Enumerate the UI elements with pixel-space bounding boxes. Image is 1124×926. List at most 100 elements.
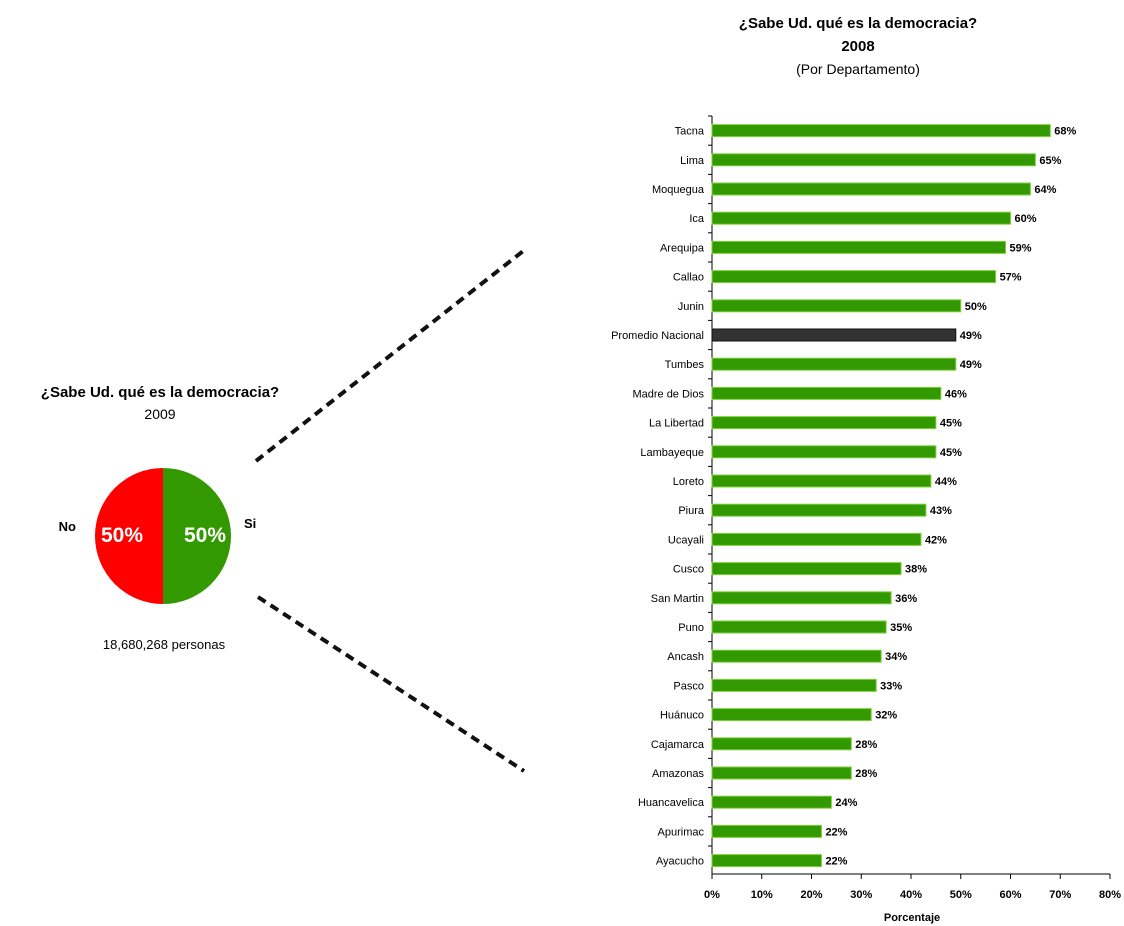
category-label: Huánuco <box>660 710 704 722</box>
category-label: Lambayeque <box>640 447 704 459</box>
bar-value-label: 65% <box>1039 155 1061 167</box>
bar-value-label: 57% <box>1000 272 1022 284</box>
pie-label-si: Si <box>244 516 256 531</box>
x-tick-label: 20% <box>800 889 822 901</box>
bar-value-label: 28% <box>855 768 877 780</box>
bar-value-label: 60% <box>1015 213 1037 225</box>
bar <box>711 620 887 634</box>
category-label: Ayacucho <box>656 856 704 868</box>
pie-footnote: 18,680,268 personas <box>103 637 226 652</box>
bar-value-label: 43% <box>930 505 952 517</box>
bar-subtitle-2: (Por Departamento) <box>796 61 920 77</box>
bar <box>711 240 1007 254</box>
bar-value-label: 33% <box>880 680 902 692</box>
pie-subtitle: 2009 <box>144 406 175 422</box>
bar-value-label: 45% <box>940 418 962 430</box>
bar-value-label: 22% <box>825 826 847 838</box>
bar-value-label: 50% <box>965 301 987 313</box>
connector-line-top <box>254 246 529 463</box>
x-tick-label: 10% <box>751 889 773 901</box>
bar <box>711 182 1031 196</box>
bar <box>711 503 927 517</box>
category-label: La Libertad <box>649 418 704 430</box>
bar <box>711 357 957 371</box>
bar-value-label: 68% <box>1054 126 1076 138</box>
category-label: Tacna <box>675 126 705 138</box>
bar-value-label: 42% <box>925 534 947 546</box>
pie-slice-si <box>163 468 231 604</box>
bar <box>711 270 997 284</box>
pie-title: ¿Sabe Ud. qué es la democracia? <box>41 384 279 401</box>
x-tick-label: 40% <box>900 889 922 901</box>
bar-value-label: 38% <box>905 564 927 576</box>
category-label: Moquegua <box>652 184 705 196</box>
category-label: Apurimac <box>658 826 705 838</box>
bar <box>711 854 822 868</box>
bars: Tacna 68% Lima 65% Moquegua 64% Ica 60% Arequipa… <box>611 115 1077 868</box>
category-label: Arequipa <box>660 242 705 254</box>
bar-national-average <box>711 328 957 342</box>
connector-line-bottom <box>256 595 526 773</box>
pie-value-no: 50% <box>101 524 143 547</box>
bar-value-label: 49% <box>960 359 982 371</box>
bar <box>711 737 852 751</box>
category-label: Loreto <box>673 476 704 488</box>
bar <box>711 591 892 605</box>
category-label: San Martin <box>651 593 704 605</box>
bar <box>711 386 942 400</box>
bar <box>711 124 1051 138</box>
category-label: Cajamarca <box>651 739 705 751</box>
bar <box>711 824 822 838</box>
bar-value-label: 59% <box>1010 242 1032 254</box>
bar-value-label: 34% <box>885 651 907 663</box>
bar-value-label: 24% <box>835 797 857 809</box>
category-label: Ica <box>689 213 705 225</box>
bar <box>711 649 882 663</box>
pie-label-no: No <box>59 519 76 534</box>
bar <box>711 795 832 809</box>
category-label: Pasco <box>673 680 704 692</box>
bar <box>711 474 932 488</box>
bar-title: ¿Sabe Ud. qué es la democracia? <box>739 15 977 32</box>
x-tick-label: 60% <box>999 889 1021 901</box>
bar <box>711 445 937 459</box>
bar-value-label: 46% <box>945 388 967 400</box>
category-label: Huancavelica <box>638 797 705 809</box>
bar-value-label: 36% <box>895 593 917 605</box>
bar <box>711 153 1036 167</box>
bar-value-label: 44% <box>935 476 957 488</box>
bar-subtitle: 2008 <box>841 38 874 55</box>
bar-chart: ¿Sabe Ud. qué es la democracia? 2008 (Po… <box>611 15 1121 924</box>
x-tick-label: 70% <box>1049 889 1071 901</box>
category-label: Ucayali <box>668 534 704 546</box>
pie-chart: ¿Sabe Ud. qué es la democracia? 2009 50%… <box>41 384 279 652</box>
category-label: Puno <box>678 622 704 634</box>
bar <box>711 678 877 692</box>
bar-value-label: 64% <box>1034 184 1056 196</box>
category-label: Amazonas <box>652 768 704 780</box>
category-label: Junin <box>678 301 704 313</box>
category-label: Promedio Nacional <box>611 330 704 342</box>
bar <box>711 532 922 546</box>
bar <box>711 562 902 576</box>
bar-value-label: 35% <box>890 622 912 634</box>
x-tick-label: 80% <box>1099 889 1121 901</box>
pie-value-si: 50% <box>184 524 226 547</box>
category-label: Tumbes <box>665 359 705 371</box>
bar-value-label: 32% <box>875 710 897 722</box>
x-axis: 0% 10% 20% 30% 40% 50% 60% 70% 80% <box>704 874 1121 901</box>
bar-value-label: 28% <box>855 739 877 751</box>
bar-value-label: 45% <box>940 447 962 459</box>
pie-slice-no <box>95 468 163 604</box>
x-axis-title: Porcentaje <box>884 912 940 924</box>
bar <box>711 708 872 722</box>
x-tick-label: 50% <box>950 889 972 901</box>
category-label: Callao <box>673 272 704 284</box>
category-label: Ancash <box>667 651 704 663</box>
category-label: Piura <box>678 505 705 517</box>
bar <box>711 211 1011 225</box>
bar-value-label: 22% <box>825 856 847 868</box>
bar-value-label: 49% <box>960 330 982 342</box>
bar <box>711 299 962 313</box>
